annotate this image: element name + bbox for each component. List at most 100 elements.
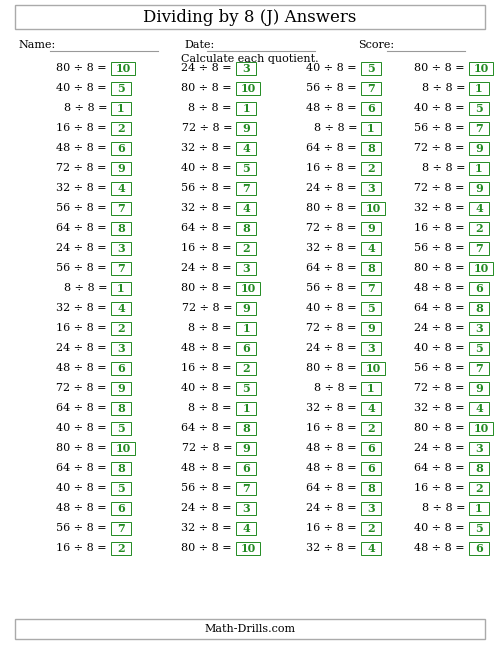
Text: 3: 3 bbox=[367, 182, 375, 193]
Text: 80 ÷ 8 =: 80 ÷ 8 = bbox=[182, 543, 232, 553]
FancyBboxPatch shape bbox=[236, 322, 256, 334]
Text: 6: 6 bbox=[117, 503, 125, 514]
Text: 10: 10 bbox=[366, 203, 380, 214]
FancyBboxPatch shape bbox=[236, 261, 256, 274]
FancyBboxPatch shape bbox=[361, 261, 381, 274]
FancyBboxPatch shape bbox=[111, 481, 131, 494]
Text: 6: 6 bbox=[242, 342, 250, 353]
Text: 9: 9 bbox=[117, 382, 125, 393]
Text: 32 ÷ 8 =: 32 ÷ 8 = bbox=[414, 403, 465, 413]
Text: 7: 7 bbox=[367, 83, 375, 94]
FancyBboxPatch shape bbox=[361, 542, 381, 554]
FancyBboxPatch shape bbox=[469, 201, 489, 215]
Text: 5: 5 bbox=[367, 303, 375, 314]
FancyBboxPatch shape bbox=[111, 362, 131, 375]
Text: 2: 2 bbox=[475, 483, 483, 494]
Text: 40 ÷ 8 =: 40 ÷ 8 = bbox=[56, 483, 107, 493]
Text: 64 ÷ 8 =: 64 ÷ 8 = bbox=[56, 223, 107, 233]
Text: 6: 6 bbox=[475, 283, 483, 294]
FancyBboxPatch shape bbox=[469, 221, 489, 234]
Text: 64 ÷ 8 =: 64 ÷ 8 = bbox=[56, 463, 107, 473]
Text: 32 ÷ 8 =: 32 ÷ 8 = bbox=[56, 183, 107, 193]
Text: 10: 10 bbox=[116, 63, 130, 74]
Text: 56 ÷ 8 =: 56 ÷ 8 = bbox=[182, 183, 232, 193]
FancyBboxPatch shape bbox=[469, 302, 489, 314]
Text: 10: 10 bbox=[474, 422, 488, 433]
Text: 56 ÷ 8 =: 56 ÷ 8 = bbox=[56, 523, 107, 533]
Text: 16 ÷ 8 =: 16 ÷ 8 = bbox=[56, 543, 107, 553]
Text: 6: 6 bbox=[367, 102, 375, 113]
Text: 16 ÷ 8 =: 16 ÷ 8 = bbox=[306, 163, 357, 173]
Text: 32 ÷ 8 =: 32 ÷ 8 = bbox=[306, 403, 357, 413]
FancyBboxPatch shape bbox=[236, 182, 256, 195]
Text: 16 ÷ 8 =: 16 ÷ 8 = bbox=[56, 123, 107, 133]
FancyBboxPatch shape bbox=[469, 241, 489, 254]
FancyBboxPatch shape bbox=[111, 382, 131, 395]
Text: 48 ÷ 8 =: 48 ÷ 8 = bbox=[182, 343, 232, 353]
Text: 5: 5 bbox=[117, 483, 125, 494]
Text: 8 ÷ 8 =: 8 ÷ 8 = bbox=[188, 323, 232, 333]
Text: Date:: Date: bbox=[184, 40, 214, 50]
Text: 10: 10 bbox=[240, 83, 256, 94]
FancyBboxPatch shape bbox=[361, 481, 381, 494]
Text: 3: 3 bbox=[475, 322, 483, 333]
Text: 3: 3 bbox=[117, 342, 125, 353]
Text: 10: 10 bbox=[240, 542, 256, 553]
FancyBboxPatch shape bbox=[236, 61, 256, 74]
Text: 16 ÷ 8 =: 16 ÷ 8 = bbox=[56, 323, 107, 333]
Text: 3: 3 bbox=[242, 63, 250, 74]
FancyBboxPatch shape bbox=[361, 102, 381, 115]
Text: 6: 6 bbox=[475, 542, 483, 553]
FancyBboxPatch shape bbox=[469, 402, 489, 415]
FancyBboxPatch shape bbox=[469, 182, 489, 195]
FancyBboxPatch shape bbox=[361, 182, 381, 195]
Text: 24 ÷ 8 =: 24 ÷ 8 = bbox=[56, 243, 107, 253]
FancyBboxPatch shape bbox=[111, 342, 131, 355]
Text: 16 ÷ 8 =: 16 ÷ 8 = bbox=[182, 363, 232, 373]
Text: Name:: Name: bbox=[18, 40, 55, 50]
FancyBboxPatch shape bbox=[469, 61, 493, 74]
FancyBboxPatch shape bbox=[111, 82, 131, 94]
Text: 80 ÷ 8 =: 80 ÷ 8 = bbox=[182, 83, 232, 93]
Text: 4: 4 bbox=[117, 303, 125, 314]
Text: 4: 4 bbox=[242, 142, 250, 153]
Text: 1: 1 bbox=[367, 122, 375, 133]
FancyBboxPatch shape bbox=[361, 501, 381, 514]
Text: 1: 1 bbox=[475, 503, 483, 514]
Text: 1: 1 bbox=[475, 83, 483, 94]
Text: 80 ÷ 8 =: 80 ÷ 8 = bbox=[414, 63, 465, 73]
Text: 32 ÷ 8 =: 32 ÷ 8 = bbox=[56, 303, 107, 313]
Text: 80 ÷ 8 =: 80 ÷ 8 = bbox=[306, 203, 357, 213]
FancyBboxPatch shape bbox=[111, 281, 131, 294]
Text: 64 ÷ 8 =: 64 ÷ 8 = bbox=[414, 463, 465, 473]
Text: 48 ÷ 8 =: 48 ÷ 8 = bbox=[56, 363, 107, 373]
Text: 64 ÷ 8 =: 64 ÷ 8 = bbox=[414, 303, 465, 313]
Text: 6: 6 bbox=[367, 463, 375, 474]
Text: 2: 2 bbox=[367, 523, 375, 534]
Text: 8 ÷ 8 =: 8 ÷ 8 = bbox=[422, 503, 465, 513]
Text: 72 ÷ 8 =: 72 ÷ 8 = bbox=[56, 383, 107, 393]
Text: 5: 5 bbox=[117, 83, 125, 94]
Text: 48 ÷ 8 =: 48 ÷ 8 = bbox=[306, 463, 357, 473]
Text: 7: 7 bbox=[475, 122, 483, 133]
FancyBboxPatch shape bbox=[236, 421, 256, 435]
Text: 5: 5 bbox=[475, 523, 483, 534]
Text: 8: 8 bbox=[367, 263, 375, 274]
Text: 80 ÷ 8 =: 80 ÷ 8 = bbox=[182, 283, 232, 293]
FancyBboxPatch shape bbox=[111, 261, 131, 274]
Text: 64 ÷ 8 =: 64 ÷ 8 = bbox=[182, 423, 232, 433]
Text: 24 ÷ 8 =: 24 ÷ 8 = bbox=[414, 443, 465, 453]
Text: 5: 5 bbox=[475, 342, 483, 353]
Text: 8: 8 bbox=[475, 463, 483, 474]
FancyBboxPatch shape bbox=[469, 281, 489, 294]
FancyBboxPatch shape bbox=[361, 142, 381, 155]
Text: 7: 7 bbox=[242, 483, 250, 494]
Text: 7: 7 bbox=[475, 362, 483, 373]
FancyBboxPatch shape bbox=[236, 461, 256, 474]
Text: 2: 2 bbox=[242, 362, 250, 373]
Text: 32 ÷ 8 =: 32 ÷ 8 = bbox=[414, 203, 465, 213]
Text: 3: 3 bbox=[475, 443, 483, 454]
FancyBboxPatch shape bbox=[361, 382, 381, 395]
Text: 48 ÷ 8 =: 48 ÷ 8 = bbox=[56, 143, 107, 153]
FancyBboxPatch shape bbox=[236, 402, 256, 415]
